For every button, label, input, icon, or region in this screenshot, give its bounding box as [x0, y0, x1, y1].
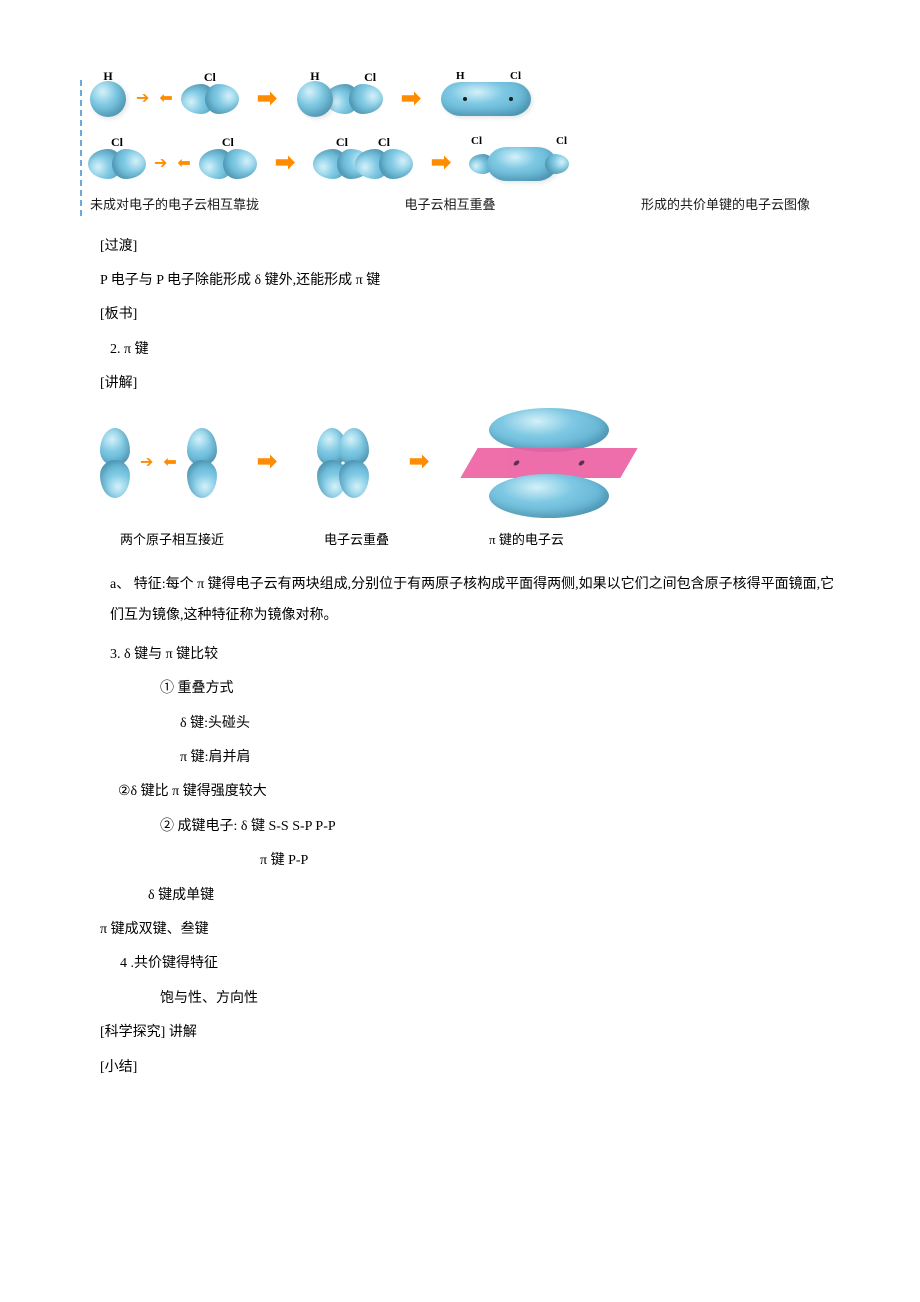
atom-label: H — [456, 68, 465, 86]
diagram2-captions: 两个原子相互接近 电子云重叠 π 键的电子云 — [100, 530, 840, 551]
cl-p-orbital: Cl — [201, 147, 255, 181]
arrow-icon: ➡ — [431, 144, 451, 182]
hcl-sigma-cloud: H Cl — [441, 82, 531, 116]
body-text: ② 成键电子: δ 键 S-S S-P P-P — [160, 816, 840, 838]
cl-p-orbital: Cl — [90, 147, 144, 181]
cl-p-orbital: Cl — [183, 82, 237, 116]
pi-formation-row: ➔ ⬅ ➡ ➡ — [100, 408, 840, 518]
caption-text: 未成对电子的电子云相互靠拢 — [90, 195, 259, 216]
arrow-icon: ➔ — [136, 86, 149, 112]
caption-text: 电子云相互重叠 — [404, 195, 495, 216]
atom-label: H — [103, 67, 112, 86]
section-heading: [讲解] — [100, 373, 840, 395]
h-s-orbital: H — [90, 81, 126, 117]
atom-label: Cl — [471, 133, 482, 151]
arrow-icon: ➡ — [401, 80, 421, 118]
pi-electron-cloud — [469, 408, 629, 518]
section-heading: [小结] — [100, 1057, 840, 1079]
arrow-icon: ➡ — [257, 443, 277, 481]
section-heading: [科学探究] 讲解 — [100, 1022, 840, 1044]
atom-label: H — [310, 67, 319, 86]
hcl-overlap: H Cl — [297, 81, 381, 117]
arrow-icon: ⬅ — [177, 151, 190, 177]
body-text: 4 .共价键得特征 — [120, 953, 840, 975]
arrow-icon: ➔ — [140, 450, 153, 476]
body-text: δ 键成单键 — [148, 885, 840, 907]
arrow-icon: ➡ — [275, 144, 295, 182]
sigma-bond-diagram: H ➔ ⬅ Cl ➡ H Cl ➡ H Cl Cl ➔ — [80, 80, 840, 216]
cl2-formation-row: Cl ➔ ⬅ Cl ➡ Cl Cl ➡ Cl Cl — [90, 144, 840, 182]
diagram1-captions: 未成对电子的电子云相互靠拢 电子云相互重叠 形成的共价单键的电子云图像 — [90, 195, 840, 216]
body-text: 饱与性、方向性 — [160, 988, 840, 1010]
body-text: π 键:肩并肩 — [180, 747, 840, 769]
body-text: ②δ 键比 π 键得强度较大 — [118, 781, 840, 803]
caption-text: π 键的电子云 — [489, 530, 564, 551]
body-text: δ 键:头碰头 — [180, 713, 840, 735]
cl2-overlap: Cl Cl — [315, 147, 411, 181]
hcl-formation-row: H ➔ ⬅ Cl ➡ H Cl ➡ H Cl — [90, 80, 840, 118]
arrow-icon: ➡ — [257, 80, 277, 118]
atom-label: Cl — [510, 68, 521, 86]
pi-overlap — [317, 428, 369, 498]
arrow-icon: ➡ — [409, 443, 429, 481]
body-text: a、 特征:每个 π 键得电子云有两块组成,分别位于有两原子核构成平面得两侧,如… — [110, 570, 840, 632]
arrow-icon: ⬅ — [159, 86, 172, 112]
body-text: π 键 P-P — [260, 850, 840, 872]
caption-text: 形成的共价单键的电子云图像 — [641, 195, 810, 216]
pi-bond-diagram: ➔ ⬅ ➡ ➡ 两个原子相互接近 电子云重叠 π 键的电子云 — [100, 408, 840, 551]
body-text: 2. π 键 — [110, 339, 840, 361]
body-text: P 电子与 P 电子除能形成 δ 键外,还能形成 π 键 — [100, 270, 840, 292]
arrow-icon: ⬅ — [163, 450, 176, 476]
arrow-icon: ➔ — [154, 151, 167, 177]
body-text: 3. δ 键与 π 键比较 — [110, 644, 840, 666]
caption-text: 电子云重叠 — [324, 530, 389, 551]
section-heading: [过渡] — [100, 236, 840, 258]
p-orbital-vertical — [100, 428, 130, 498]
cl2-sigma-cloud: Cl Cl — [471, 147, 567, 181]
section-heading: [板书] — [100, 304, 840, 326]
body-text: π 键成双键、叁键 — [100, 919, 840, 941]
p-orbital-vertical — [187, 428, 217, 498]
atom-label: Cl — [556, 133, 567, 151]
body-text: ① 重叠方式 — [160, 678, 840, 700]
caption-text: 两个原子相互接近 — [120, 530, 224, 551]
